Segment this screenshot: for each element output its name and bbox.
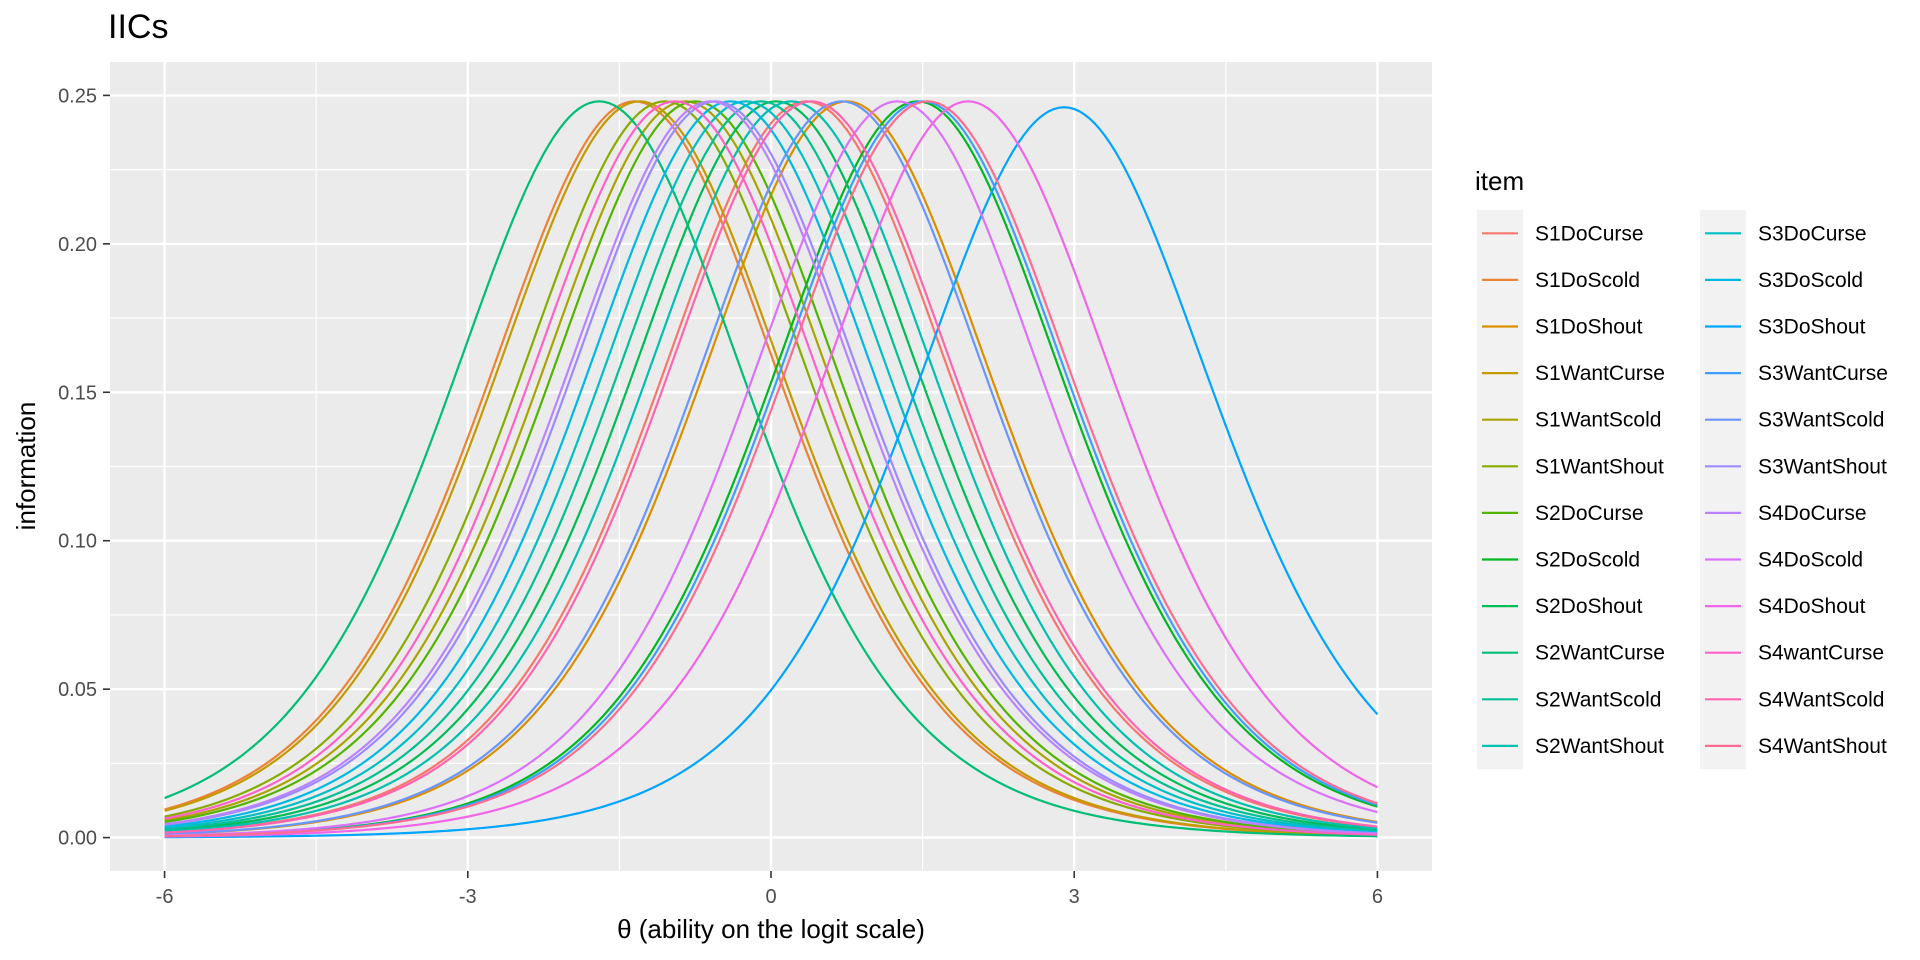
legend-label-S3DoScold: S3DoScold [1758, 269, 1863, 292]
y-axis: 0.00 0.05 0.10 0.15 0.20 0.25 [58, 85, 110, 850]
series-line-S2WantShout [164, 100, 1378, 833]
legend-label-S1DoShout: S1DoShout [1535, 316, 1643, 339]
series-line-S2DoCurse [164, 100, 1378, 836]
legend-key-column [1477, 210, 1523, 770]
y-axis-title: information [11, 402, 41, 531]
x-tick-label: 3 [1069, 886, 1080, 908]
legend-label-S4DoCurse: S4DoCurse [1758, 502, 1867, 525]
legend-label-S1DoCurse: S1DoCurse [1535, 222, 1644, 245]
series-line-S3DoShout [164, 106, 1379, 839]
series-line-S4wantCurse [164, 100, 1378, 836]
legend-label-S1WantShout: S1WantShout [1535, 455, 1664, 478]
series-line-S3DoCurse [164, 100, 1378, 833]
legend-label-S3WantScold: S3WantScold [1758, 409, 1884, 432]
x-axis-title: θ (ability on the logit scale) [617, 914, 925, 944]
legend-label-S2WantCurse: S2WantCurse [1535, 642, 1665, 665]
series-line-S4DoShout [164, 100, 1378, 838]
legend-label-S1DoScold: S1DoScold [1535, 269, 1640, 292]
series-line-S3WantScold [164, 100, 1378, 835]
series-line-S4WantScold [164, 100, 1378, 834]
y-tick-label: 0.20 [58, 234, 97, 256]
legend-label-S2WantShout: S2WantShout [1535, 735, 1664, 758]
legend-label-S4WantScold: S4WantScold [1758, 688, 1884, 711]
legend-label-S2DoShout: S2DoShout [1535, 595, 1643, 618]
legend-label-S3WantShout: S3WantShout [1758, 455, 1887, 478]
x-tick-label: -6 [156, 886, 174, 908]
legend-label-S2WantScold: S2WantScold [1535, 688, 1661, 711]
series-line-S1DoCurse [164, 100, 1378, 834]
series-line-S3WantShout [164, 100, 1378, 835]
legend-label-S4DoShout: S4DoShout [1758, 595, 1866, 618]
legend-label-S4DoScold: S4DoScold [1758, 549, 1863, 572]
series-line-S4DoScold [164, 100, 1378, 837]
series-line-S1WantShout [164, 100, 1378, 837]
legend-label-S4wantCurse: S4wantCurse [1758, 642, 1884, 665]
legend-label-S1WantScold: S1WantScold [1535, 409, 1661, 432]
legend-label-S3DoCurse: S3DoCurse [1758, 222, 1867, 245]
legend-title: item [1475, 166, 1524, 196]
legend-label-S3DoShout: S3DoShout [1758, 316, 1866, 339]
series-line-S4DoCurse [164, 100, 1378, 835]
x-tick-label: 6 [1372, 886, 1383, 908]
series-line-S4WantShout [164, 100, 1378, 838]
series-lines [164, 100, 1379, 839]
x-tick-label: 0 [765, 886, 776, 908]
legend-label-S3WantCurse: S3WantCurse [1758, 362, 1888, 385]
series-line-S2WantScold [164, 100, 1378, 832]
series-line-S2WantCurse [164, 100, 1378, 838]
series-line-S1WantCurse [164, 100, 1378, 837]
legend-label-S1WantCurse: S1WantCurse [1535, 362, 1665, 385]
legend-label-S2DoScold: S2DoScold [1535, 549, 1640, 572]
y-tick-label: 0.15 [58, 382, 97, 404]
y-tick-label: 0.25 [58, 85, 97, 107]
y-tick-label: 0.00 [58, 828, 97, 850]
series-line-S2DoShout [164, 100, 1378, 832]
legend: item S1DoCurse S1DoScold S1DoShout S1WantCu… [1475, 166, 1888, 770]
x-tick-label: -3 [459, 886, 477, 908]
chart-title: IICs [108, 8, 169, 46]
legend-label-S2DoCurse: S2DoCurse [1535, 502, 1644, 525]
x-axis: -6 -3 0 3 6 [156, 871, 1383, 908]
legend-key-column [1700, 210, 1746, 770]
y-tick-label: 0.10 [58, 531, 97, 553]
series-line-S1WantScold [164, 100, 1378, 836]
y-tick-label: 0.05 [58, 679, 97, 701]
legend-label-S4WantShout: S4WantShout [1758, 735, 1887, 758]
